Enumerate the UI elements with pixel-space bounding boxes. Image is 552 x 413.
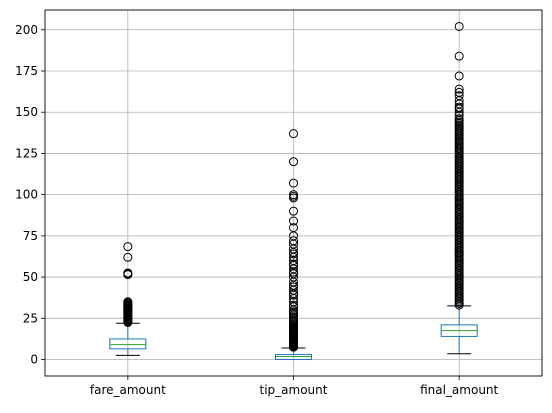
outlier-point — [454, 71, 464, 81]
outlier-point — [454, 102, 464, 112]
outlier-point — [123, 268, 133, 278]
outlier-point — [454, 87, 464, 97]
outlier-point — [454, 114, 464, 124]
y-tick-label: 25 — [23, 311, 38, 325]
outlier-point — [123, 242, 133, 252]
x-tick-label-final_amount: final_amount — [420, 383, 498, 397]
x-tick-label-fare_amount: fare_amount — [90, 383, 166, 397]
y-axis-ticks: 0 25 50 75 100 125 150 175 200 — [15, 23, 45, 367]
y-tick-label: 175 — [15, 64, 38, 78]
box-tip_amount — [275, 129, 312, 361]
y-tick-label: 200 — [15, 23, 38, 37]
y-tick-label: 0 — [30, 353, 38, 367]
x-axis-ticks: fare_amount tip_amount final_amount — [90, 376, 499, 397]
outlier-point — [289, 129, 298, 139]
outlier-point — [454, 51, 464, 61]
outlier-point — [289, 216, 298, 226]
x-tick-label-tip_amount: tip_amount — [260, 383, 328, 397]
y-tick-label: 125 — [15, 146, 38, 160]
outlier-point — [289, 157, 298, 167]
box-final_amount — [440, 21, 478, 355]
outlier-point — [454, 84, 464, 94]
box-plots — [109, 21, 478, 361]
outlier-point — [289, 178, 298, 188]
outlier-point — [289, 206, 298, 216]
outlier-point — [289, 223, 298, 233]
y-tick-label: 50 — [23, 270, 38, 284]
outlier-point — [289, 236, 298, 246]
y-tick-label: 150 — [15, 105, 38, 119]
outlier-point — [289, 300, 298, 310]
outlier-point — [123, 252, 133, 262]
box-iqr — [109, 338, 147, 350]
box-fare_amount — [109, 242, 147, 356]
outlier-point — [454, 21, 464, 31]
y-tick-label: 100 — [15, 188, 38, 202]
y-tick-label: 75 — [23, 229, 38, 243]
outlier-point — [289, 259, 298, 269]
outlier-point — [123, 297, 133, 307]
outlier-point — [454, 91, 464, 101]
outlier-point — [289, 190, 298, 200]
